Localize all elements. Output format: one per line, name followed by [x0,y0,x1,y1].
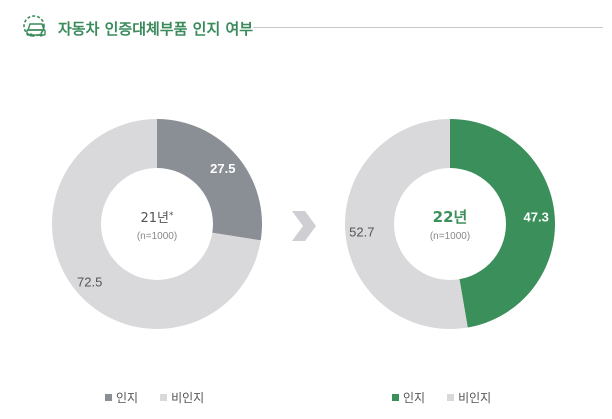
header-divider [253,27,603,28]
legend-21: 인지 비인지 [105,389,204,406]
legend-swatch-aware [392,394,399,401]
legend-label-unaware: 비인지 [171,391,205,405]
legend-label-aware: 인지 [116,391,139,405]
data-label-aware: 47.3 [524,210,549,225]
legend-swatch-aware [105,394,112,401]
next-arrow-icon [292,211,316,241]
data-label-unaware: 52.7 [349,225,374,240]
chart-title: 자동차 인증대체부품 인지 여부 [58,20,254,38]
legend-item-unaware: 비인지 [160,389,204,406]
donut-hole [394,168,506,280]
data-label-aware: 27.5 [210,161,235,176]
center-year-label: 22년 [433,208,468,226]
legend-swatch-unaware [447,394,455,401]
center-sample-label: (n=1000) [430,231,470,242]
donut-hole [101,168,213,280]
center-year-label: 21년* [140,211,174,226]
data-label-unaware: 72.5 [77,275,102,290]
car-gear-icon [23,15,46,37]
legend-label-unaware: 비인지 [458,391,492,405]
legend-label-aware: 인지 [403,391,426,405]
legend-item-aware: 인지 [392,389,425,406]
legend-22: 인지 비인지 [392,389,491,406]
chart-header: 자동차 인증대체부품 인지 여부 [18,10,603,46]
legend-swatch-unaware [160,394,168,401]
legend-item-aware: 인지 [105,389,138,406]
center-sample-label: (n=1000) [137,231,177,242]
year-footnote-mark: * [169,211,174,221]
legend-item-unaware: 비인지 [447,389,491,406]
